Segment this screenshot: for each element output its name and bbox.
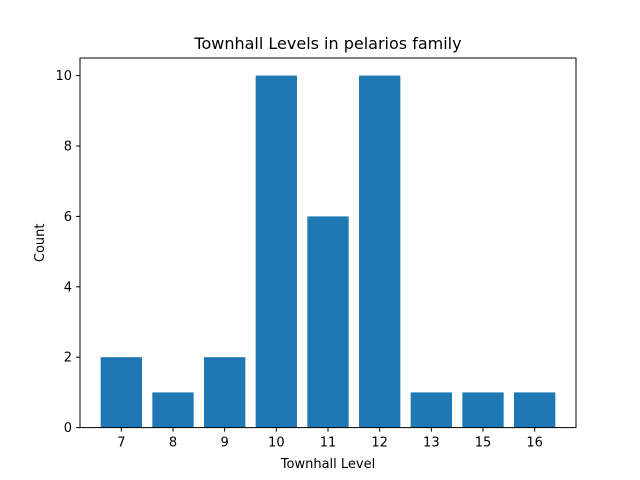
bar-13 [410,392,452,428]
x-tick-label-11: 11 [320,436,337,451]
x-axis-label: Townhall Level [280,457,375,472]
bar-16 [514,392,556,428]
bars-group [100,75,556,428]
bar-15 [462,392,504,428]
x-tick-label-9: 9 [221,436,229,451]
bar-10 [255,75,297,428]
x-tick-label-16: 16 [526,436,543,451]
bar-7 [100,357,142,428]
y-tick-label-2: 2 [64,351,72,366]
plot-frame [79,57,577,429]
y-tick-label-8: 8 [64,140,72,155]
bar-8 [152,392,194,428]
bar-12 [359,75,401,428]
y-tick-label-0: 0 [64,421,72,436]
bar-9 [204,357,246,428]
x-tick-label-13: 13 [423,436,440,451]
x-tick-label-12: 12 [371,436,388,451]
bar-11 [307,216,349,428]
y-tick-label-10: 10 [55,69,72,84]
x-tick-label-8: 8 [169,436,177,451]
y-axis-ticks: 0 2 4 6 8 10 [55,69,80,436]
x-tick-label-10: 10 [268,436,285,451]
y-tick-label-4: 4 [64,280,72,295]
x-tick-label-7: 7 [117,436,125,451]
chart-title: Townhall Levels in pelarios family [193,34,461,53]
x-tick-label-15: 15 [475,436,492,451]
y-axis-label: Count [33,223,48,262]
x-axis-ticks: 7 8 9 10 11 12 13 15 16 [117,427,543,451]
y-tick-label-6: 6 [64,210,72,225]
